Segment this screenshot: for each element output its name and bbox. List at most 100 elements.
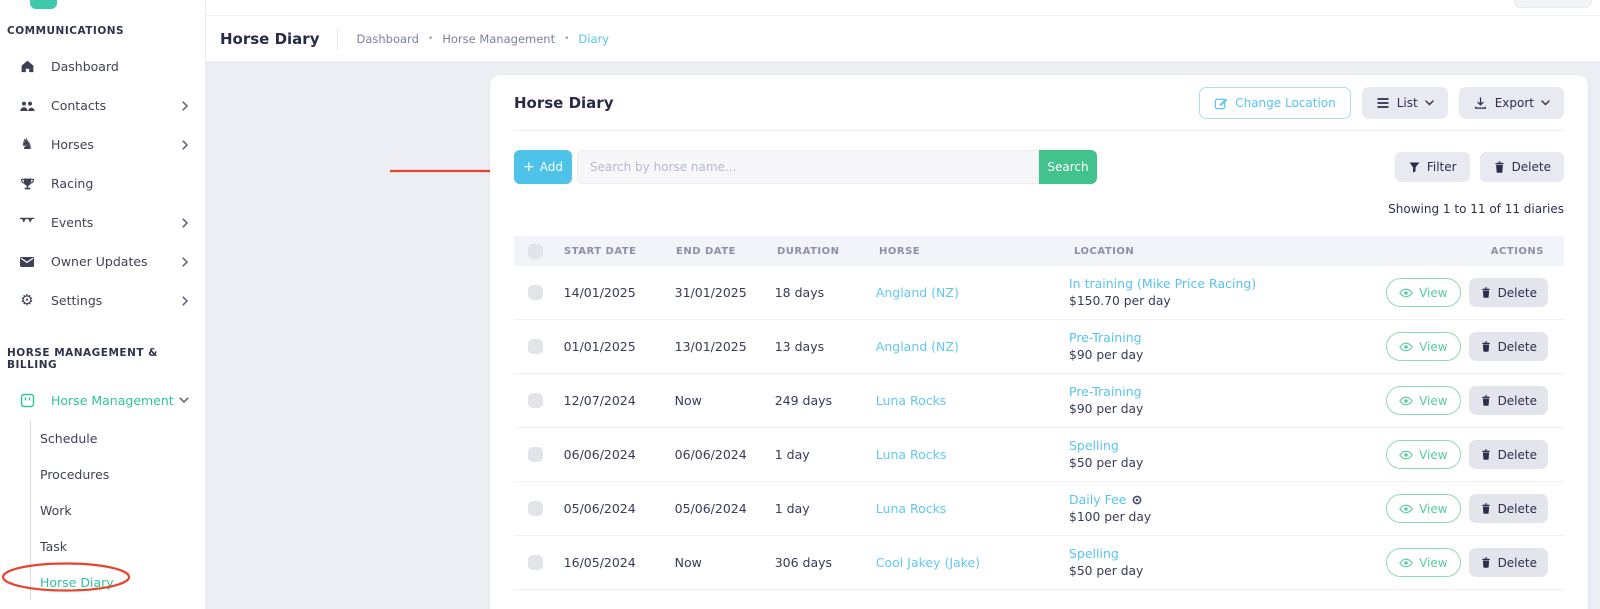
- view-button[interactable]: View: [1386, 332, 1461, 361]
- list-view-button[interactable]: List: [1361, 86, 1448, 119]
- row-delete-button[interactable]: Delete: [1468, 548, 1548, 577]
- envelope-icon: [16, 255, 38, 268]
- change-location-button[interactable]: Change Location: [1199, 86, 1351, 119]
- breadcrumb-horse-management[interactable]: Horse Management: [442, 31, 556, 46]
- cell-location: Spelling $50 per day: [1069, 437, 1386, 473]
- horse-diary-card: Horse Diary Change Location: [490, 75, 1588, 609]
- row-delete-button[interactable]: Delete: [1468, 332, 1548, 361]
- location-link[interactable]: In training (Mike Price Racing): [1069, 275, 1257, 291]
- table-row: 05/06/2024 05/06/2024 1 day Luna Rocks D…: [514, 482, 1564, 536]
- column-actions: ACTIONS: [1490, 245, 1544, 257]
- export-button[interactable]: Export: [1458, 86, 1564, 119]
- search-button[interactable]: Search: [1039, 150, 1097, 184]
- horse-management-submenu: Schedule Procedures Work Task Horse Diar…: [30, 420, 205, 600]
- row-delete-label: Delete: [1497, 285, 1537, 300]
- row-delete-button[interactable]: Delete: [1468, 386, 1548, 415]
- row-checkbox[interactable]: [528, 393, 543, 408]
- table-header-row: START DATE END DATE DURATION HORSE LOCAT…: [514, 236, 1564, 266]
- horse-link[interactable]: Luna Rocks: [875, 501, 947, 516]
- sidebar-item-schedule[interactable]: Schedule: [31, 420, 205, 456]
- table-row: 01/01/2025 13/01/2025 13 days Angland (N…: [514, 320, 1564, 374]
- location-rate: $50 per day: [1069, 455, 1144, 470]
- cell-duration: 306 days: [774, 555, 833, 570]
- horse-link[interactable]: Luna Rocks: [875, 393, 947, 408]
- cell-location: Pre-Training $90 per day: [1069, 383, 1386, 419]
- table-row: 16/05/2024 Now 306 days Cool Jakey (Jake…: [514, 536, 1564, 590]
- eye-icon: [1399, 504, 1413, 514]
- sidebar-item-horses[interactable]: ♞ Horses: [0, 125, 205, 164]
- select-all-checkbox[interactable]: [528, 243, 543, 259]
- app-logo: [30, 0, 57, 9]
- sidebar-item-events[interactable]: Events: [0, 203, 205, 242]
- topbar-cutoff-button[interactable]: [1514, 0, 1592, 8]
- delete-button[interactable]: Delete: [1479, 152, 1564, 182]
- sidebar: COMMUNICATIONS Dashboard Contacts ♞ Hors…: [0, 0, 206, 609]
- sidebar-item-label: Horse Diary: [40, 574, 114, 590]
- horse-search-input[interactable]: [577, 150, 1039, 184]
- table-row: 12/07/2024 Now 249 days Luna Rocks Pre-T…: [514, 374, 1564, 428]
- horse-link[interactable]: Cool Jakey (Jake): [875, 555, 981, 570]
- sidebar-item-label: Schedule: [40, 430, 98, 446]
- row-checkbox[interactable]: [528, 501, 543, 516]
- sidebar-item-dashboard[interactable]: Dashboard: [0, 47, 205, 86]
- download-icon: [1473, 96, 1488, 110]
- view-label: View: [1419, 285, 1448, 300]
- view-button[interactable]: View: [1386, 548, 1461, 577]
- view-button[interactable]: View: [1386, 440, 1461, 469]
- trash-icon: [1480, 448, 1492, 461]
- filter-button[interactable]: Filter: [1394, 152, 1470, 182]
- trash-icon: [1493, 160, 1506, 174]
- diary-table: START DATE END DATE DURATION HORSE LOCAT…: [514, 236, 1564, 590]
- sidebar-item-work[interactable]: Work: [31, 492, 205, 528]
- sidebar-item-task[interactable]: Task: [31, 528, 205, 564]
- trophy-icon: [16, 177, 38, 191]
- sidebar-item-contacts[interactable]: Contacts: [0, 86, 205, 125]
- add-button[interactable]: + Add: [514, 150, 572, 184]
- location-link[interactable]: Daily Fee: [1069, 491, 1127, 507]
- sidebar-item-procedures[interactable]: Procedures: [31, 456, 205, 492]
- sidebar-item-owner-updates[interactable]: Owner Updates: [0, 242, 205, 281]
- cell-end-date: 06/06/2024: [674, 447, 747, 462]
- row-delete-button[interactable]: Delete: [1468, 278, 1548, 307]
- location-rate: $150.70 per day: [1069, 293, 1171, 308]
- column-end-date: END DATE: [676, 245, 736, 257]
- eye-icon: [1399, 288, 1413, 298]
- cell-end-date: Now: [674, 393, 702, 408]
- chevron-right-icon: [182, 139, 189, 150]
- breadcrumb-dashboard[interactable]: Dashboard: [356, 31, 419, 46]
- horse-link[interactable]: Angland (NZ): [875, 285, 959, 300]
- horse-link[interactable]: Angland (NZ): [875, 339, 959, 354]
- view-label: View: [1419, 339, 1448, 354]
- row-checkbox[interactable]: [528, 447, 543, 462]
- location-info-icon[interactable]: [1132, 495, 1142, 505]
- view-button[interactable]: View: [1386, 386, 1461, 415]
- row-delete-button[interactable]: Delete: [1468, 440, 1548, 469]
- card-header-buttons: Change Location List: [1199, 86, 1564, 119]
- sidebar-item-label: Task: [40, 538, 67, 554]
- search-group: Search: [577, 150, 1097, 184]
- cell-actions: View Delete: [1386, 440, 1564, 469]
- add-label: Add: [539, 160, 563, 174]
- location-link[interactable]: Pre-Training: [1069, 383, 1142, 399]
- sidebar-item-settings[interactable]: ⚙ Settings: [0, 281, 205, 320]
- location-link[interactable]: Pre-Training: [1069, 329, 1142, 345]
- location-link[interactable]: Spelling: [1069, 437, 1119, 453]
- cell-actions: View Delete: [1386, 548, 1564, 577]
- horse-link[interactable]: Luna Rocks: [875, 447, 947, 462]
- location-link[interactable]: Spelling: [1069, 545, 1119, 561]
- change-location-label: Change Location: [1235, 95, 1336, 110]
- row-delete-button[interactable]: Delete: [1468, 494, 1548, 523]
- sidebar-item-horse-management[interactable]: Horse Management: [0, 381, 205, 420]
- sidebar-item-label: Contacts: [51, 98, 107, 113]
- main-area: Horse Diary Dashboard • Horse Management…: [206, 0, 1600, 609]
- column-start-date: START DATE: [564, 245, 637, 257]
- view-button[interactable]: View: [1386, 494, 1461, 523]
- page-header: Horse Diary Dashboard • Horse Management…: [206, 16, 1600, 61]
- row-checkbox[interactable]: [528, 285, 543, 300]
- view-button[interactable]: View: [1386, 278, 1461, 307]
- trash-icon: [1480, 340, 1492, 353]
- sidebar-item-racing[interactable]: Racing: [0, 164, 205, 203]
- sidebar-item-horse-diary[interactable]: Horse Diary: [31, 564, 205, 600]
- row-checkbox[interactable]: [528, 339, 543, 354]
- row-checkbox[interactable]: [528, 555, 543, 570]
